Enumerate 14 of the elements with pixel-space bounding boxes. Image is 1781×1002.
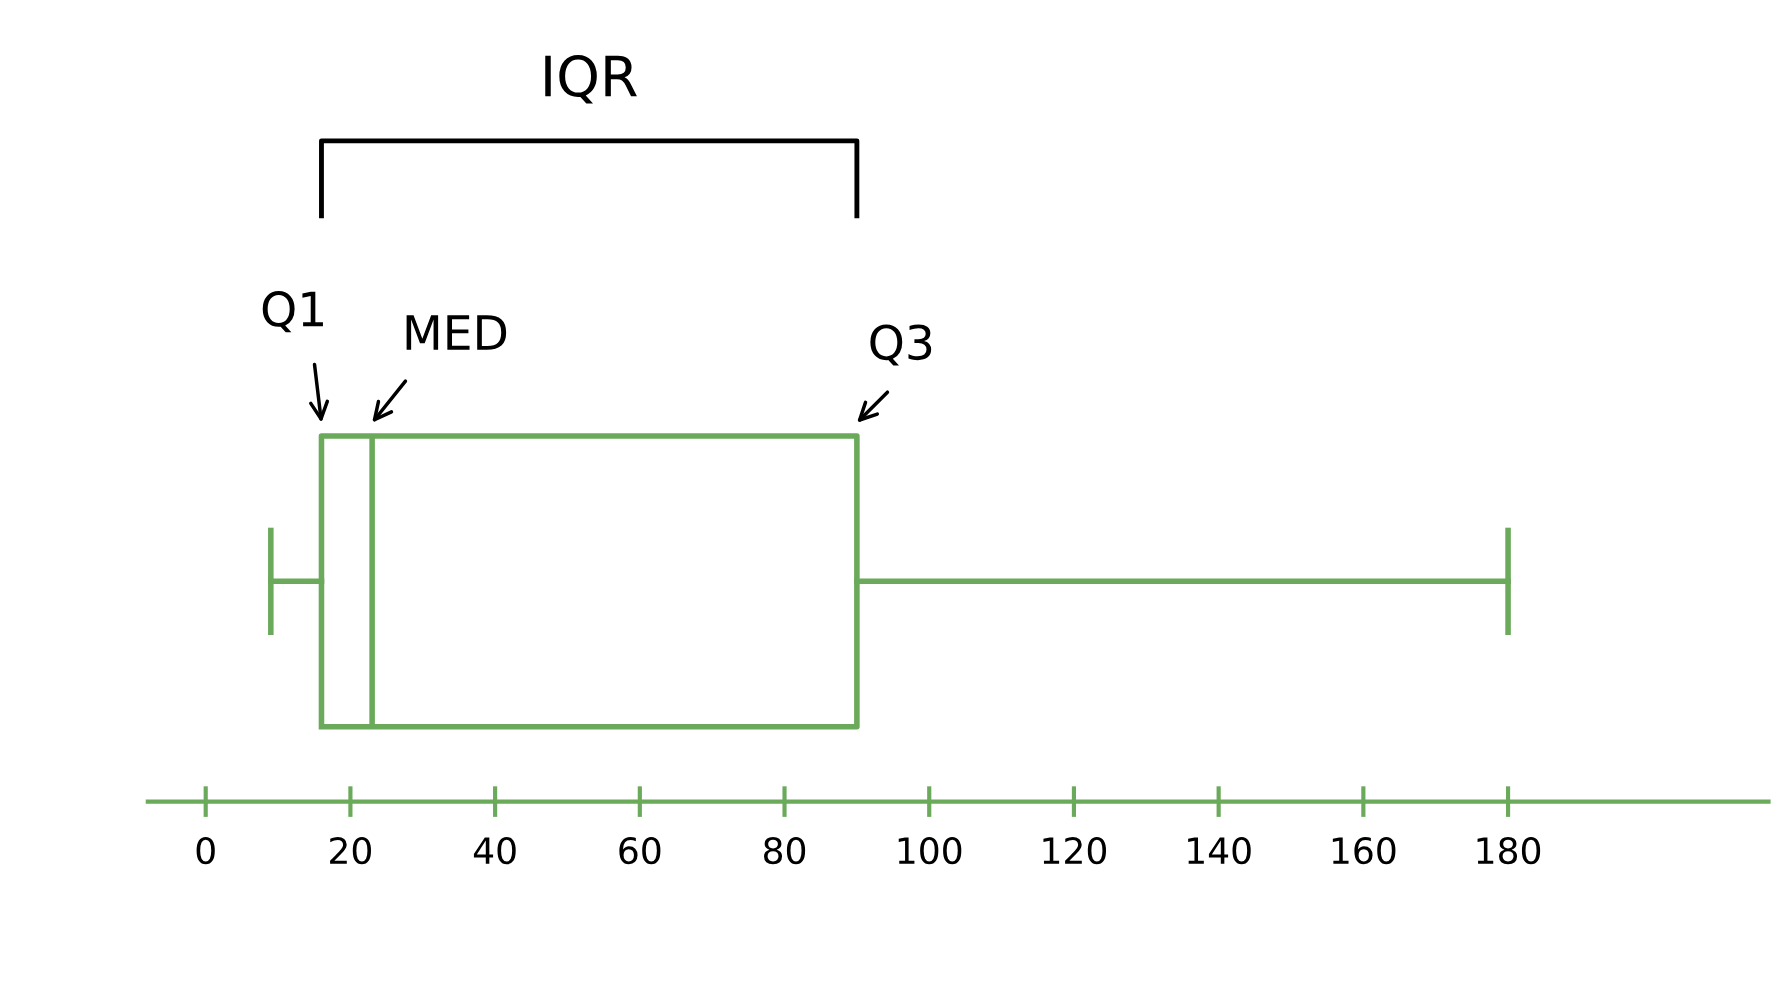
x-tick-label: 180 [1477,836,1541,865]
text: MED [406,315,507,350]
x-tick-label: 160 [1332,836,1396,865]
x-tick-label: 120 [1043,836,1107,865]
text: Q1 [262,291,323,333]
x-tick-label: 60 [619,836,661,865]
text: Q3 [870,324,932,366]
x-tick-label: 0 [196,836,215,865]
x-tick-label: 80 [764,836,806,865]
x-tick-label: 140 [1188,836,1251,865]
x-tick-label: 40 [473,836,516,865]
text: IQR [545,55,637,104]
x-tick-label: 20 [330,836,371,865]
x-tick-label: 100 [898,836,962,865]
